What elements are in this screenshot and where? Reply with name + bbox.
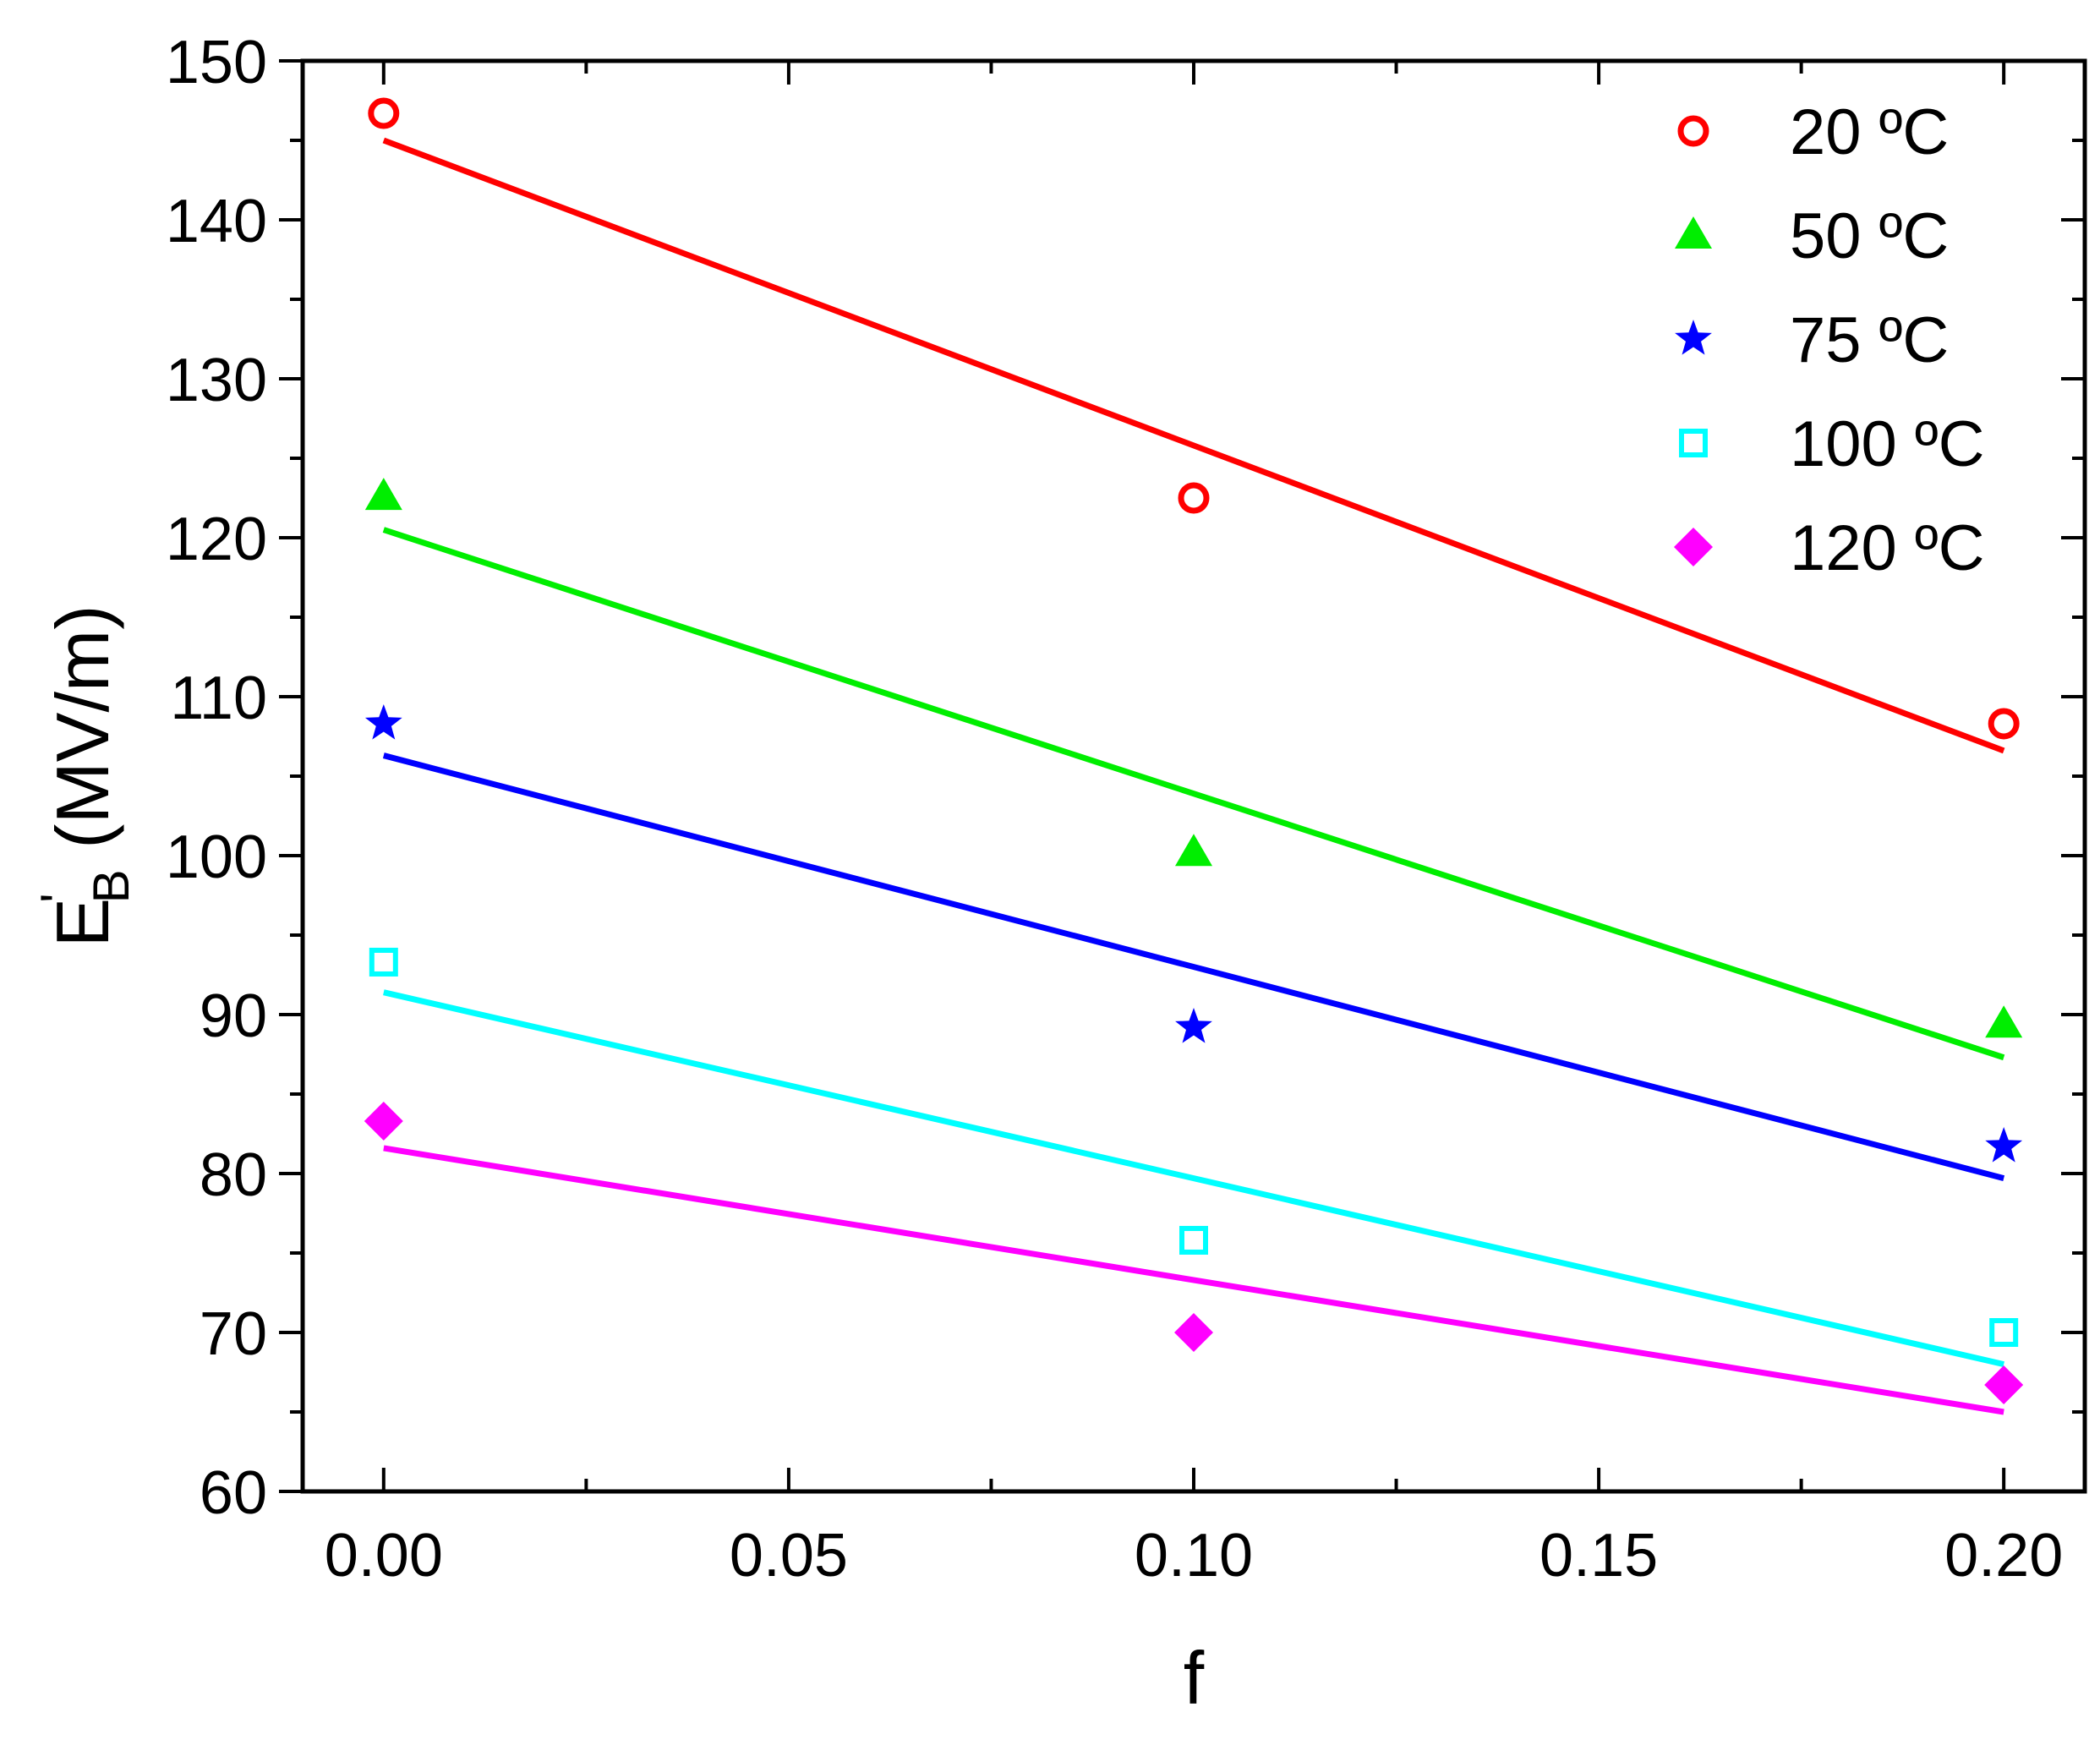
data-point-50c — [1985, 1005, 2023, 1038]
y-tick-label: 100 — [166, 823, 267, 891]
y-axis-title: E'B (MV/m) — [30, 605, 139, 947]
data-point-75c — [1175, 1008, 1212, 1043]
data-point-50c — [1175, 834, 1212, 867]
data-point-120c — [364, 1101, 403, 1141]
data-point-20c — [368, 97, 400, 129]
y-axis-title-unit: (MV/m) — [41, 605, 124, 869]
legend-marker-50c — [1675, 216, 1712, 249]
x-tick-label: 0.20 — [1944, 1522, 2063, 1590]
y-tick-label: 120 — [166, 506, 267, 573]
y-tick-label: 140 — [166, 188, 267, 255]
fit-line-20c — [382, 137, 2005, 754]
fit-line-75c — [382, 752, 2005, 1182]
data-point-20c — [1178, 482, 1210, 514]
legend-label-75c: 75 ºC — [1790, 304, 1949, 376]
data-point-100c — [1179, 1225, 1208, 1255]
data-point-120c — [1174, 1313, 1213, 1352]
data-point-20c — [1988, 708, 2020, 740]
data-point-50c — [364, 478, 402, 511]
x-tick-label: 0.15 — [1539, 1522, 1658, 1590]
x-tick-label: 0.05 — [730, 1522, 848, 1590]
data-point-100c — [1989, 1318, 2019, 1347]
y-tick-label: 60 — [200, 1459, 267, 1527]
axis-ticks — [279, 59, 2085, 1493]
fit-line-100c — [383, 989, 2004, 1368]
data-point-75c — [364, 704, 402, 740]
legend-label-100c: 100 ºC — [1790, 408, 1985, 480]
fit-lines — [382, 137, 2005, 1415]
legend-marker-20c — [1677, 115, 1709, 147]
y-axis-title-prime: ' — [30, 893, 87, 902]
y-axis-title-main: E — [41, 898, 124, 948]
legend-label-50c: 50 ºC — [1790, 200, 1949, 272]
data-point-75c — [1985, 1127, 2023, 1163]
data-markers — [364, 97, 2024, 1405]
data-point-120c — [1984, 1365, 2024, 1405]
y-tick-label: 90 — [200, 982, 267, 1050]
legend-label-20c: 20 ºC — [1790, 96, 1949, 168]
svg-text:E'B (MV/m): E'B (MV/m) — [30, 605, 139, 947]
y-tick-label: 130 — [166, 347, 267, 414]
fit-line-50c — [382, 527, 2005, 1061]
fit-line-120c — [383, 1145, 2004, 1415]
x-tick-label: 0.10 — [1135, 1522, 1253, 1590]
legend-marker-100c — [1679, 429, 1708, 457]
y-tick-label: 70 — [200, 1300, 267, 1368]
tick-labels: 0.00 0.05 0.10 0.15 0.20 60 70 80 90 100 110 120 130… — [166, 29, 2063, 1590]
x-tick-label: 0.00 — [325, 1522, 443, 1590]
y-tick-label: 110 — [170, 665, 267, 732]
legend-marker-120c — [1674, 528, 1713, 566]
legend-label-120c: 120 ºC — [1790, 512, 1985, 584]
legend-marker-75c — [1675, 320, 1712, 355]
legend: 20 ºC 50 ºC 75 ºC 100 ºC 120 ºC — [1674, 96, 1985, 584]
x-axis-title: f — [1184, 1636, 1205, 1720]
y-axis-title-sub: B — [83, 869, 139, 903]
y-tick-label: 150 — [166, 29, 267, 96]
data-point-100c — [369, 947, 398, 977]
y-tick-label: 80 — [200, 1141, 267, 1209]
